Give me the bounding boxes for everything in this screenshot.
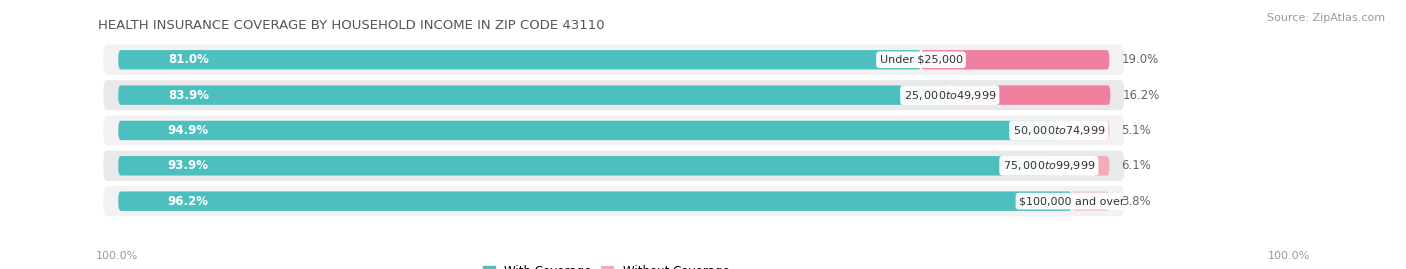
Legend: With Coverage, Without Coverage: With Coverage, Without Coverage	[484, 265, 730, 269]
Text: Source: ZipAtlas.com: Source: ZipAtlas.com	[1267, 13, 1385, 23]
Text: 19.0%: 19.0%	[1121, 53, 1159, 66]
FancyBboxPatch shape	[118, 85, 950, 105]
Text: 16.2%: 16.2%	[1122, 89, 1160, 102]
Text: 81.0%: 81.0%	[167, 53, 208, 66]
FancyBboxPatch shape	[118, 50, 921, 69]
FancyBboxPatch shape	[118, 121, 1059, 140]
FancyBboxPatch shape	[104, 151, 1125, 181]
Text: $100,000 and over: $100,000 and over	[1019, 196, 1125, 206]
FancyBboxPatch shape	[921, 50, 1109, 69]
Text: 5.1%: 5.1%	[1121, 124, 1152, 137]
Text: $75,000 to $99,999: $75,000 to $99,999	[1002, 159, 1095, 172]
Text: 3.8%: 3.8%	[1121, 195, 1152, 208]
Text: Under $25,000: Under $25,000	[880, 55, 963, 65]
FancyBboxPatch shape	[104, 80, 1125, 110]
Text: 6.1%: 6.1%	[1121, 159, 1152, 172]
FancyBboxPatch shape	[1059, 121, 1109, 140]
FancyBboxPatch shape	[1071, 192, 1109, 211]
FancyBboxPatch shape	[118, 156, 1049, 175]
FancyBboxPatch shape	[950, 85, 1111, 105]
Text: 100.0%: 100.0%	[96, 251, 138, 261]
FancyBboxPatch shape	[118, 192, 1071, 211]
FancyBboxPatch shape	[104, 45, 1125, 75]
Text: $25,000 to $49,999: $25,000 to $49,999	[904, 89, 995, 102]
FancyBboxPatch shape	[104, 115, 1125, 146]
FancyBboxPatch shape	[1049, 156, 1109, 175]
Text: $50,000 to $74,999: $50,000 to $74,999	[1012, 124, 1105, 137]
Text: 100.0%: 100.0%	[1268, 251, 1310, 261]
Text: 83.9%: 83.9%	[167, 89, 209, 102]
Text: 96.2%: 96.2%	[167, 195, 209, 208]
Text: HEALTH INSURANCE COVERAGE BY HOUSEHOLD INCOME IN ZIP CODE 43110: HEALTH INSURANCE COVERAGE BY HOUSEHOLD I…	[98, 19, 605, 32]
FancyBboxPatch shape	[104, 186, 1125, 216]
Text: 93.9%: 93.9%	[167, 159, 209, 172]
Text: 94.9%: 94.9%	[167, 124, 209, 137]
